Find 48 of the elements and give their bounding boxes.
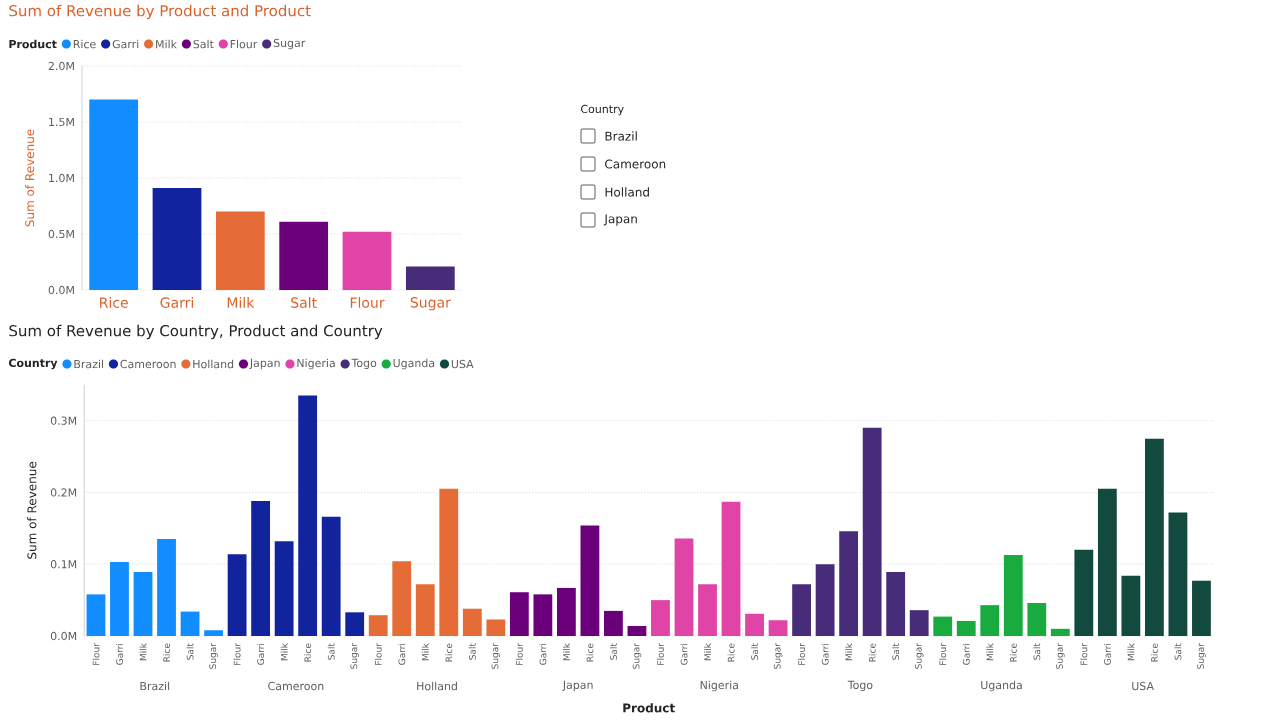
bar [462,608,482,636]
bar [792,584,811,636]
bar [533,594,553,636]
bar [509,592,529,636]
bar [1074,549,1094,636]
bar [721,501,741,636]
bar [345,612,365,636]
bar [392,561,412,636]
bar [651,600,670,636]
bar [627,625,647,636]
bar [604,610,623,636]
bar [110,562,129,636]
bar [227,554,247,636]
bar [1168,512,1188,636]
bar [580,525,600,636]
bar [1192,580,1211,636]
bar [674,538,694,636]
bar [839,531,859,636]
bar [1145,438,1164,636]
bar [862,427,882,636]
bar [86,594,106,636]
bar [1050,628,1070,636]
bar [768,620,788,636]
bar [157,539,176,636]
bar [698,584,717,636]
bar [1003,554,1023,636]
bar [133,572,153,636]
bar [815,564,835,636]
bar [1097,488,1117,636]
bar [1027,602,1047,636]
bar [321,516,341,636]
bar [933,616,953,636]
bar [980,605,1000,636]
bar [204,630,223,636]
bar [486,619,506,636]
bar [1121,575,1141,636]
bar [745,613,764,636]
bar [439,488,459,636]
bar [909,610,929,636]
bar [415,584,435,636]
bar [886,572,906,636]
bar [274,541,294,636]
bar [251,501,271,636]
bar [368,615,388,636]
bar [180,611,200,636]
bar [298,395,318,636]
bar [956,620,976,636]
bar [556,587,576,636]
